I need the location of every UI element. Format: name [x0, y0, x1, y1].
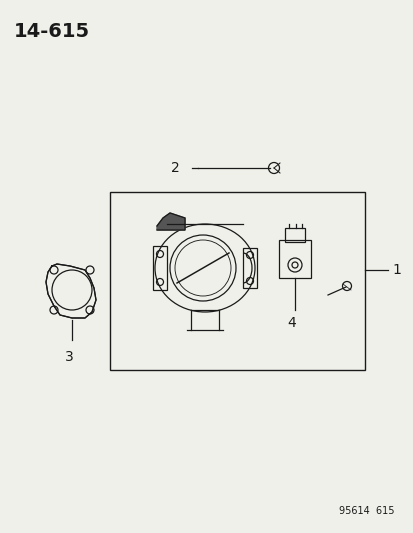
Text: 4: 4 [287, 316, 296, 330]
Text: 14-615: 14-615 [14, 22, 90, 41]
Circle shape [50, 266, 58, 274]
Circle shape [52, 270, 92, 310]
Circle shape [86, 266, 94, 274]
Bar [242, 248, 256, 288]
Polygon shape [46, 264, 96, 318]
Bar [284, 228, 304, 242]
Circle shape [50, 306, 58, 314]
Polygon shape [157, 213, 185, 230]
Text: 95614  615: 95614 615 [339, 506, 394, 516]
Text: 3: 3 [64, 350, 73, 364]
Text: 2: 2 [171, 161, 180, 175]
Bar [153, 246, 166, 290]
Bar [110, 192, 364, 370]
Circle shape [86, 306, 94, 314]
Bar [278, 240, 310, 278]
Text: 1: 1 [391, 263, 400, 277]
